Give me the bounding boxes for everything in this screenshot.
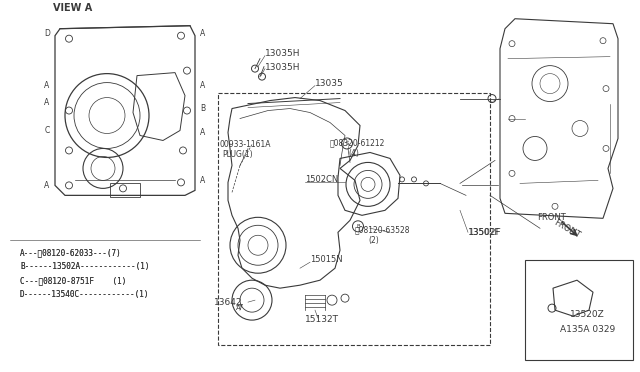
Text: D------13540C------------(1): D------13540C------------(1) — [20, 290, 150, 299]
Text: B: B — [200, 104, 205, 113]
Text: A: A — [44, 98, 50, 107]
Bar — [218, 93, 490, 345]
Text: D: D — [44, 29, 50, 38]
Text: FRONT: FRONT — [537, 213, 566, 222]
Text: D------13540C------------(1): D------13540C------------(1) — [20, 290, 150, 299]
Text: B: B — [356, 224, 360, 229]
Text: FRONT: FRONT — [552, 218, 581, 240]
Text: 13035: 13035 — [315, 78, 344, 87]
Text: A---Ⓢ08120-62033---(7): A---Ⓢ08120-62033---(7) — [20, 248, 122, 257]
Text: 1502CN: 1502CN — [305, 176, 339, 185]
Text: C---Ⓢ08120-8751F    (1): C---Ⓢ08120-8751F (1) — [20, 276, 126, 285]
Text: B------13502A------------(1): B------13502A------------(1) — [20, 262, 150, 271]
Text: C: C — [44, 126, 50, 135]
Text: A: A — [44, 81, 50, 90]
Text: A---Ⓢ08120-62033---(7): A---Ⓢ08120-62033---(7) — [20, 248, 122, 257]
Text: B------13502A------------(1): B------13502A------------(1) — [20, 262, 150, 271]
Text: A: A — [200, 128, 205, 137]
Text: (4): (4) — [348, 150, 359, 158]
Text: (2): (2) — [368, 236, 379, 245]
Text: 13502F: 13502F — [468, 228, 499, 237]
Text: Ⓢ08320-61212: Ⓢ08320-61212 — [330, 138, 385, 147]
Text: S: S — [345, 141, 349, 146]
Text: A: A — [200, 29, 205, 38]
Text: 13035H: 13035H — [265, 62, 301, 72]
Text: A: A — [44, 181, 50, 190]
Text: C---Ⓢ08120-8751F    (1): C---Ⓢ08120-8751F (1) — [20, 276, 126, 285]
Text: VIEW A: VIEW A — [53, 3, 92, 13]
Text: A: A — [200, 81, 205, 90]
Bar — [525, 260, 633, 360]
Text: PLUG(1): PLUG(1) — [222, 150, 253, 160]
Text: 13520Z: 13520Z — [570, 310, 605, 319]
Text: 13502F: 13502F — [468, 228, 502, 237]
Text: A: A — [200, 176, 205, 185]
Text: 15015N: 15015N — [310, 255, 342, 264]
Text: Ⓜ08120-63528: Ⓜ08120-63528 — [355, 225, 410, 234]
Text: 15132T: 15132T — [305, 315, 339, 324]
Text: A135A 0329: A135A 0329 — [560, 325, 615, 334]
Text: 13035H: 13035H — [265, 49, 301, 58]
Text: A: A — [236, 305, 241, 311]
Text: 13642: 13642 — [214, 298, 243, 307]
Text: 00933-1161A: 00933-1161A — [220, 141, 271, 150]
